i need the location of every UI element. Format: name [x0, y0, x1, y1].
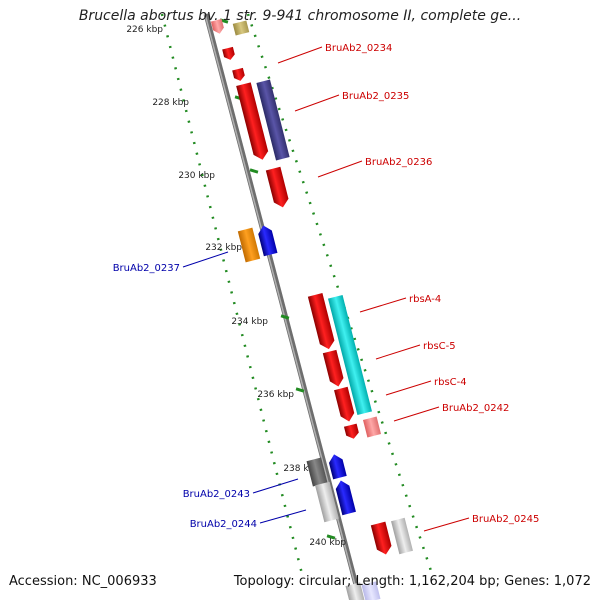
gene-label-text: BruAb2_0245 [472, 514, 539, 525]
gene-feature[interactable] [343, 423, 360, 441]
gene-feature[interactable] [256, 79, 290, 161]
tick-mark: 234 kbp [231, 314, 290, 327]
gene-feature[interactable] [237, 227, 261, 263]
gene-label[interactable]: rbsA-4 [359, 294, 441, 313]
gene-feature[interactable] [328, 294, 372, 416]
genes-label: Genes: [504, 574, 550, 589]
gene-feature[interactable] [236, 82, 270, 161]
gene-feature[interactable] [315, 481, 339, 523]
gene-feature[interactable] [232, 67, 246, 82]
gene-label[interactable]: BruAb2_0243 [183, 478, 299, 500]
gene-feature[interactable] [257, 224, 278, 257]
topology-value: circular; [298, 574, 352, 589]
gene-feature[interactable] [363, 416, 381, 438]
gene-feature[interactable] [327, 453, 347, 480]
gene-label[interactable]: BruAb2_0236 [317, 157, 432, 178]
tick-mark: 230 kbp [178, 168, 259, 181]
gene-feature[interactable] [306, 457, 328, 487]
gene-label[interactable]: BruAb2_0245 [423, 514, 539, 532]
tick-mark: 236 kbp [257, 387, 305, 400]
gene-feature[interactable] [232, 20, 250, 36]
gene-label-text: rbsA-4 [409, 294, 441, 305]
gene-label[interactable]: BruAb2_0244 [190, 509, 307, 530]
genes-value: 1,072 [553, 574, 591, 589]
accession-value: NC_006933 [81, 574, 157, 589]
tick-label: 234 kbp [231, 317, 268, 327]
tick-label: 226 kbp [126, 25, 163, 35]
sequence-summary: Topology: circular; Length: 1,162,204 bp… [234, 574, 591, 589]
gene-label-text: BruAb2_0242 [442, 403, 509, 414]
gene-label-text: BruAb2_0237 [113, 263, 180, 274]
gene-label[interactable]: BruAb2_0235 [294, 91, 409, 112]
gene-feature[interactable] [370, 521, 393, 557]
gene-label[interactable]: BruAb2_0234 [277, 43, 392, 64]
tick-mark: 240 kbp [309, 534, 346, 548]
gene-feature[interactable] [307, 293, 336, 351]
gene-label-text: rbsC-5 [423, 341, 456, 352]
gene-label-text: rbsC-4 [434, 377, 467, 388]
gene-label[interactable]: rbsC-5 [375, 341, 456, 360]
length-value: 1,162,204 bp; [408, 574, 501, 589]
gene-feature[interactable] [334, 479, 356, 516]
gene-feature[interactable] [361, 581, 381, 600]
gene-label[interactable]: BruAb2_0237 [113, 251, 229, 274]
page-title: Brucella abortus bv. 1 str. 9-941 chromo… [78, 8, 522, 24]
tick-label: 236 kbp [257, 390, 294, 400]
gene-feature[interactable] [265, 166, 290, 209]
gene-feature[interactable] [345, 582, 365, 600]
tick-label: 228 kbp [152, 98, 189, 108]
gene-label[interactable]: BruAb2_0242 [393, 403, 509, 422]
gene-label[interactable]: rbsC-4 [385, 377, 467, 396]
tick-label: 240 kbp [309, 538, 346, 548]
gene-label-text: BruAb2_0243 [183, 489, 250, 500]
gene-label-text: BruAb2_0235 [342, 91, 409, 102]
length-label: Length: [355, 574, 405, 589]
tick-label: 232 kbp [205, 243, 242, 253]
gene-feature[interactable] [391, 517, 413, 555]
tick-label: 230 kbp [178, 171, 215, 181]
accession-info: Accession: NC_006933 [9, 574, 157, 589]
gene-feature[interactable] [334, 386, 356, 423]
gene-feature[interactable] [222, 46, 236, 61]
gene-feature[interactable] [210, 18, 225, 35]
gene-feature[interactable] [322, 349, 345, 388]
gene-label-text: BruAb2_0234 [325, 43, 392, 54]
topology-label: Topology: [233, 574, 295, 589]
accession-label: Accession: [9, 574, 78, 589]
gene-label-text: BruAb2_0236 [365, 157, 432, 168]
tick-label: 238 kbp [283, 464, 320, 474]
gene-label-text: BruAb2_0244 [190, 519, 257, 530]
